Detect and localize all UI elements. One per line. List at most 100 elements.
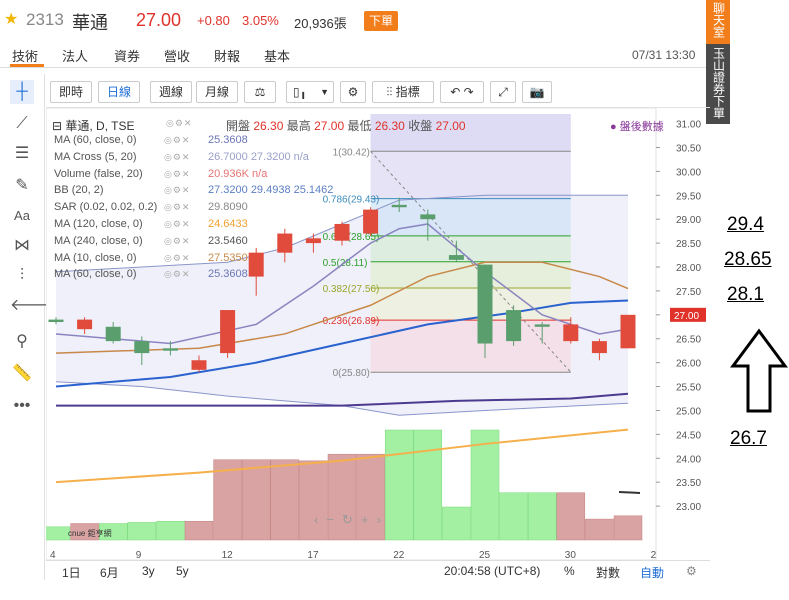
scale-settings-icon[interactable]: ⚙ [686,564,697,578]
legend-row-controls-icon[interactable]: ◎⚙✕ [164,185,191,196]
range-3y[interactable]: 3y [142,564,155,578]
tab-financials[interactable]: 財報 [214,49,241,64]
arrow-left-icon[interactable]: 🡐 [10,297,53,314]
legend-row-controls-icon[interactable]: ◎⚙✕ [164,252,191,263]
fib-level-label: 0.786(29.43) [323,195,380,206]
legend-row-controls-icon[interactable]: ◎⚙✕ [164,219,191,229]
scroll-right-icon[interactable]: › [376,512,389,527]
pattern-icon[interactable]: ⋈ [14,237,30,254]
daily-button[interactable]: 日線 [98,81,140,103]
volume-bar [442,506,471,541]
text-tool-icon[interactable]: Aa [14,208,30,223]
auto-toggle[interactable]: 自動 [640,566,665,580]
candle-body [334,223,350,241]
candle-body [162,348,178,351]
settings-gear-icon[interactable]: ⚙ [340,81,366,103]
legend-row-controls-icon[interactable]: ◎⚙✕ [164,151,191,162]
fibonacci-icon[interactable]: ⫶ [19,267,24,284]
date-axis-tick: 17 [307,550,319,560]
broker-order-tab[interactable]: 玉山證券下單 [706,44,730,124]
legend-row-value: 25.3608 [208,134,248,146]
fib-zone [370,151,571,199]
low-value: 26.30 [374,119,405,133]
candle-body [534,324,550,327]
open-label: 開盤 [226,119,251,133]
zoom-in-icon[interactable]: + [360,512,377,527]
scroll-left-icon[interactable]: ‹ [314,512,327,527]
price-chart[interactable]: 1(30.42) 0.786(29.43) 0.618(28.65) 0.5(28.1… [41,107,710,580]
percent-toggle[interactable]: % [564,564,575,578]
crosshair-icon[interactable]: ┼ [10,80,34,104]
annotation-level-2: 28.65 [724,249,772,270]
zoom-out-icon[interactable]: − [326,512,342,527]
chat-room-tab[interactable]: 聊天室 [706,0,730,44]
high-value: 27.00 [314,119,345,133]
fib-zone [370,198,571,236]
undo-redo-button[interactable]: ↶ ↷ [440,81,484,103]
fib-zone [370,114,571,152]
legend-row-controls-icon[interactable]: ◎⚙✕ [164,135,191,145]
volume-bar [41,526,71,541]
zoom-icon[interactable]: ⚲ [16,333,28,350]
legend-row-label: MA (10, close, 0) [54,251,137,264]
legend-row-controls-icon[interactable]: ◎⚙✕ [164,202,191,213]
price-axis-tick: 23.00 [676,502,701,513]
reset-zoom-icon[interactable]: ↻ [341,512,361,527]
range-6m[interactable]: 6月 [100,566,119,580]
range-1d[interactable]: 1日 [62,566,81,580]
chat-room-label: 聊天室 [711,2,726,38]
volume-bar [327,453,357,541]
measure-icon[interactable]: 📏 [12,365,32,382]
legend-row-controls-icon[interactable]: ◎⚙✕ [164,269,191,280]
tab-institutional[interactable]: 法人 [62,49,89,64]
price-change-pct: 3.05% [242,13,279,28]
volume-bar [499,492,528,541]
candle-type-button[interactable]: ▯╻ ▼ [286,81,334,103]
legend-row-controls-icon[interactable]: ◎⚙✕ [164,235,191,246]
tab-basic[interactable]: 基本 [264,49,291,64]
legend-row-value: 27.5350 [208,251,248,264]
favorite-star-icon[interactable]: ★ [4,11,19,28]
legend-row-label: Volume (false, 20) [54,167,143,180]
tab-revenue[interactable]: 營收 [164,49,191,64]
fullscreen-icon[interactable]: ⤢ [490,81,516,103]
up-arrow-icon [730,328,788,413]
after-hours-toggle[interactable]: ● 盤後數據 [610,118,664,134]
intraday-button[interactable]: 即時 [50,81,92,103]
trend-line-icon[interactable]: ⟋ [16,115,28,132]
tab-technical[interactable]: 技術 [12,49,39,64]
price-axis-tick: 28.50 [676,239,701,250]
horizontal-lines-icon[interactable]: ☰ [14,145,30,162]
collapse-icon[interactable]: ⊟ [52,119,66,133]
legend-row-label: MA Cross (5, 20) [54,150,137,163]
indicators-button[interactable]: ⫶⫶ 指標 [372,81,434,103]
candle-body [48,319,64,322]
brush-icon[interactable]: ✎ [15,177,29,194]
volume-bar [98,523,128,541]
legend-controls-icon[interactable]: ◎⚙✕ [166,118,193,128]
indicators-label: 指標 [395,85,420,99]
weekly-button[interactable]: 週線 [150,81,192,103]
monthly-button[interactable]: 月線 [196,81,238,103]
log-toggle[interactable]: 對數 [596,566,621,580]
range-5y[interactable]: 5y [176,564,189,578]
candle-body [363,209,379,234]
chart-svg[interactable]: 1(30.42)0.786(29.43)0.618(28.65)0.5(28.1… [41,107,710,561]
ohlc-readout: 開盤 26.30 最高 27.00 最低 26.30 收盤 27.00 [226,117,466,134]
fib-level-label: 1(30.42) [333,147,370,158]
camera-icon[interactable]: 📷 [522,81,552,103]
compare-scale-icon[interactable]: ⚖ [244,81,276,103]
volume-bar [156,521,185,541]
price-axis-tick: 28.00 [676,263,701,274]
chevron-down-icon: ▼ [320,87,329,97]
candle-body [391,204,407,208]
price-axis-tick: 29.00 [676,215,701,226]
more-icon[interactable]: ••• [13,397,31,414]
order-button[interactable]: 下單 [364,11,398,31]
volume-bar [184,521,214,541]
tab-margin[interactable]: 資券 [114,49,141,64]
active-tab-indicator [10,64,44,67]
volume-bar [299,460,328,541]
legend-row-controls-icon[interactable]: ◎⚙✕ [164,168,191,179]
after-hours-label: 盤後數據 [619,121,664,133]
